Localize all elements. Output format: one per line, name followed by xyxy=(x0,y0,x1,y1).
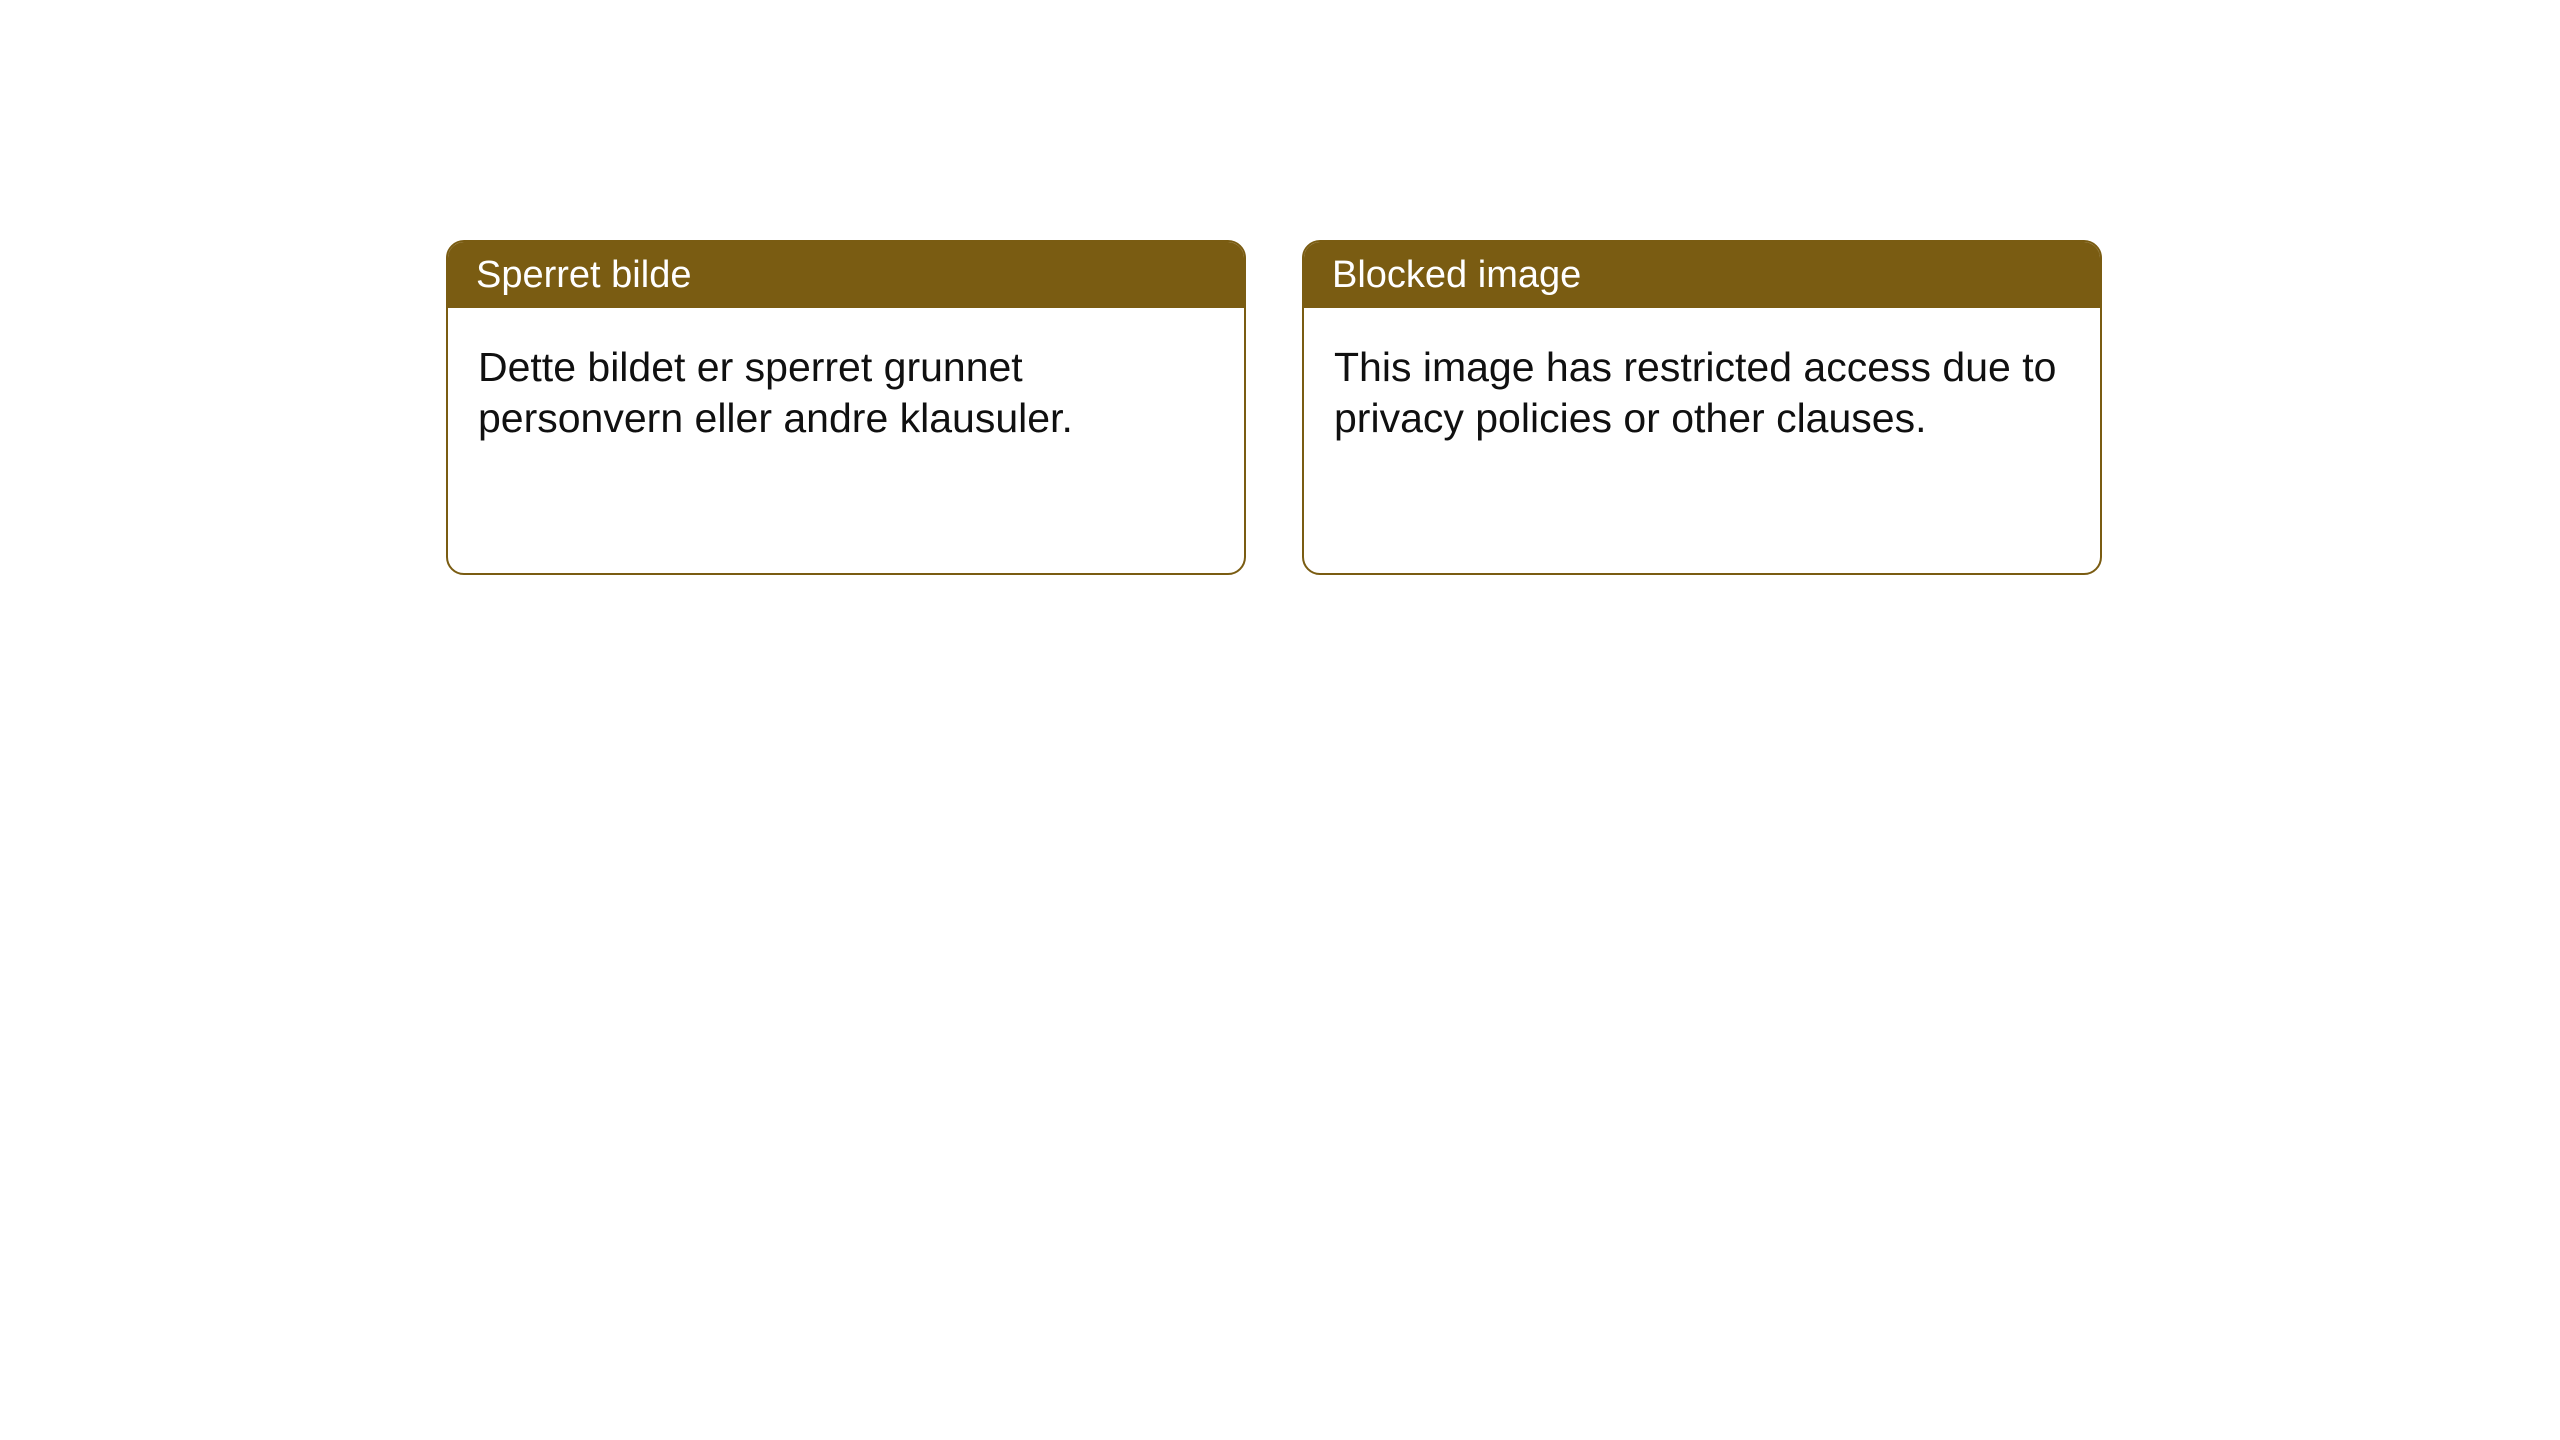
card-header-no: Sperret bilde xyxy=(448,242,1244,308)
card-header-en: Blocked image xyxy=(1304,242,2100,308)
blocked-image-card-en: Blocked image This image has restricted … xyxy=(1302,240,2102,575)
card-body-no: Dette bildet er sperret grunnet personve… xyxy=(448,308,1244,475)
notice-container: Sperret bilde Dette bildet er sperret gr… xyxy=(0,0,2560,575)
card-body-en: This image has restricted access due to … xyxy=(1304,308,2100,475)
blocked-image-card-no: Sperret bilde Dette bildet er sperret gr… xyxy=(446,240,1246,575)
